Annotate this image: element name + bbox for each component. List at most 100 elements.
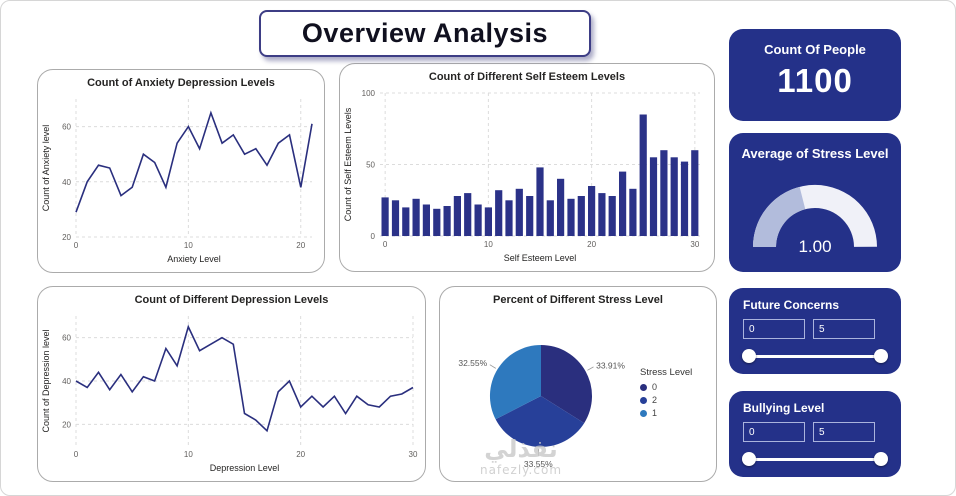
y-axis-label: Count of Depression level: [41, 329, 51, 432]
depression-chart-title: Count of Different Depression Levels: [134, 294, 329, 306]
bar[interactable]: [557, 178, 565, 236]
stress-gauge[interactable]: [740, 168, 890, 250]
y-axis-label: Count of Self Esteem Levels: [343, 107, 353, 221]
y-tick-label: 100: [362, 89, 376, 98]
depression-line-chart[interactable]: 0 10 20 30 20 40 60 Depression Level Count of De…: [40, 308, 423, 476]
bar[interactable]: [546, 200, 554, 237]
x-tick-label: 20: [587, 240, 596, 249]
self-esteem-bar-chart[interactable]: 0 50 100 0 10 20 30 Self Esteem Level Count of S…: [342, 85, 712, 266]
legend-dot: [640, 383, 647, 391]
slider-handle-max[interactable]: [874, 349, 888, 363]
anxiety-line-chart[interactable]: 0 10 20 20 40 60 Anxiety Level Count of Anxiety…: [40, 91, 322, 267]
bar[interactable]: [422, 204, 430, 237]
bullying-min-input[interactable]: 0: [743, 422, 805, 442]
future-concerns-title: Future Concerns: [743, 298, 840, 312]
line-series[interactable]: [75, 324, 414, 433]
bar[interactable]: [588, 186, 596, 236]
bar[interactable]: [474, 204, 482, 237]
x-tick-label: 20: [296, 241, 305, 250]
pie-slice[interactable]: [541, 345, 592, 424]
slider-handle-max[interactable]: [874, 452, 888, 466]
pie-legend: Stress Level 0 2 1: [640, 367, 710, 421]
count-of-people-value: 1100: [777, 62, 853, 99]
bar[interactable]: [598, 193, 606, 236]
bar[interactable]: [391, 200, 400, 237]
pie-percent-label: 33.55%: [524, 459, 553, 469]
bar[interactable]: [670, 157, 678, 236]
y-tick-label: 50: [366, 161, 375, 170]
bar[interactable]: [536, 167, 544, 236]
pie-legend-title: Stress Level: [640, 367, 693, 378]
bullying-level-card: Bullying Level 0 5: [729, 391, 901, 477]
bar[interactable]: [484, 207, 492, 236]
bar[interactable]: [567, 198, 575, 236]
avg-stress-title: Average of Stress Level: [741, 146, 889, 161]
count-of-people-title: Count Of People: [764, 42, 866, 57]
x-tick-label: 10: [184, 241, 193, 250]
y-tick-label: 60: [62, 334, 71, 343]
bar[interactable]: [649, 157, 658, 236]
bar[interactable]: [639, 114, 647, 237]
x-axis-label: Depression Level: [210, 463, 280, 473]
future-concerns-max-input[interactable]: 5: [813, 319, 875, 339]
legend-dot: [640, 409, 647, 417]
bar[interactable]: [495, 190, 503, 236]
legend-item[interactable]: 2: [640, 395, 710, 405]
pie-legend-items: 0 2 1: [640, 382, 710, 418]
bullying-range-slider[interactable]: [742, 452, 888, 466]
bar[interactable]: [381, 197, 389, 236]
bullying-max-input[interactable]: 5: [813, 422, 875, 442]
bar[interactable]: [515, 188, 523, 236]
legend-label: 0: [652, 382, 658, 392]
slider-track: [747, 457, 883, 461]
line-series[interactable]: [75, 110, 313, 213]
self-esteem-chart-title: Count of Different Self Esteem Levels: [428, 71, 626, 83]
bar[interactable]: [619, 171, 627, 236]
bar[interactable]: [464, 193, 472, 236]
bar[interactable]: [526, 196, 534, 236]
x-tick-label: 30: [690, 240, 699, 249]
count-of-people-card: Count Of People 1100: [729, 29, 901, 121]
depression-chart-panel: Count of Different Depression Levels 0 10…: [37, 286, 426, 482]
bar[interactable]: [433, 208, 441, 236]
bullying-level-title: Bullying Level: [743, 401, 825, 415]
bar[interactable]: [505, 200, 513, 237]
pie-percent-label: 32.55%: [458, 358, 487, 368]
legend-label: 1: [652, 408, 658, 418]
pie-slice[interactable]: [489, 345, 541, 420]
pie-slice[interactable]: [495, 396, 585, 448]
bar[interactable]: [691, 150, 699, 236]
avg-stress-gauge-card: Average of Stress Level 1.00: [729, 133, 901, 272]
bar[interactable]: [412, 198, 420, 236]
bar[interactable]: [453, 196, 461, 236]
future-concerns-card: Future Concerns 0 5: [729, 288, 901, 374]
pie-percent-label: 33.91%: [596, 361, 625, 371]
y-tick-label: 40: [62, 377, 71, 386]
future-concerns-inputs: 0 5: [743, 319, 887, 339]
y-tick-label: 0: [371, 232, 376, 241]
legend-dot: [640, 396, 647, 404]
slider-handle-min[interactable]: [742, 452, 756, 466]
legend-item[interactable]: 0: [640, 382, 710, 392]
pie-leader-line: [489, 364, 497, 369]
future-concerns-range-slider[interactable]: [742, 349, 888, 363]
stress-pie-chart[interactable]: 33.91% 33.55% 32.55%: [444, 308, 644, 476]
stress-pie-chart-title: Percent of Different Stress Level: [493, 294, 663, 306]
slider-handle-min[interactable]: [742, 349, 756, 363]
anxiety-chart-panel: Count of Anxiety Depression Levels 0 10 20…: [37, 69, 325, 273]
bullying-max-value: 5: [819, 426, 825, 438]
y-tick-label: 60: [62, 123, 71, 132]
bar[interactable]: [577, 196, 585, 236]
legend-item[interactable]: 1: [640, 408, 710, 418]
bar[interactable]: [680, 161, 689, 236]
bar[interactable]: [608, 196, 616, 236]
gauge-fill: [753, 186, 806, 247]
bar[interactable]: [443, 206, 451, 236]
slider-track: [747, 354, 883, 358]
future-concerns-min-input[interactable]: 0: [743, 319, 805, 339]
bar[interactable]: [660, 150, 668, 236]
x-tick-label: 30: [409, 450, 418, 459]
bar[interactable]: [402, 207, 410, 236]
bar[interactable]: [629, 188, 637, 236]
